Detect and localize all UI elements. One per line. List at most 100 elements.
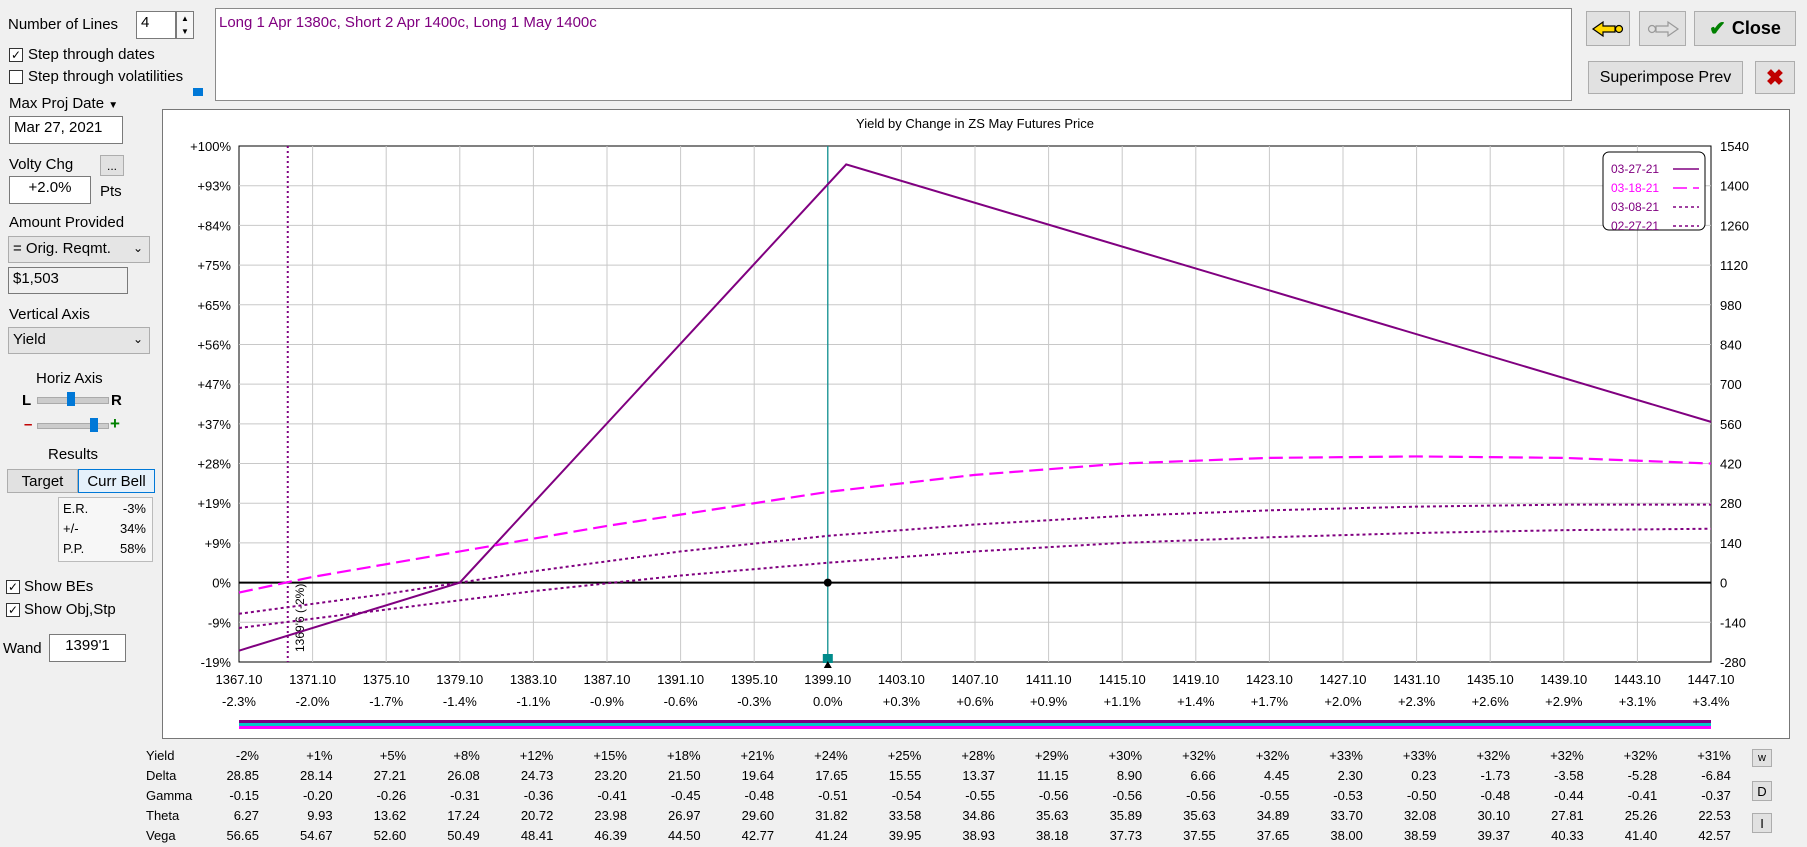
greeks-cell: 38.00 — [1330, 827, 1363, 843]
series-line-2 — [238, 503, 1711, 615]
num-lines-input[interactable]: 4 — [136, 11, 176, 39]
max-proj-date-label[interactable]: Max Proj Date ▼ — [9, 95, 118, 112]
show-obj-checkbox[interactable]: ✓ — [6, 603, 20, 617]
greeks-cell: 37.73 — [1109, 827, 1143, 843]
step-vols-checkbox[interactable] — [9, 70, 23, 84]
greeks-cell: 27.81 — [1551, 807, 1584, 823]
side-button-i[interactable]: I — [1752, 813, 1772, 833]
greeks-cell: +1% — [306, 747, 333, 763]
result-value-er: -3% — [122, 501, 146, 516]
y-left-tick-label: +19% — [197, 496, 231, 511]
x-price-tick-label: 1383.10 — [510, 672, 557, 687]
greeks-cell: 15.55 — [888, 767, 922, 783]
greeks-cell: 28.85 — [226, 767, 259, 783]
position-text-box[interactable]: Long 1 Apr 1380c, Short 2 Apr 1400c, Lon… — [215, 8, 1572, 101]
results-panel: E.R. -3% +/- 34% P.P. 58% — [58, 497, 153, 562]
zoom-minus-icon[interactable]: – — [24, 416, 33, 433]
greeks-cell: -0.44 — [1554, 787, 1584, 803]
greeks-cell: 6.66 — [1190, 767, 1216, 783]
greeks-cell: 29.60 — [741, 807, 775, 823]
result-label-range: +/- — [63, 521, 79, 536]
side-button-d[interactable]: D — [1752, 781, 1772, 801]
yield-chart[interactable]: Yield by Change in ZS May Futures Price 1… — [163, 110, 1789, 738]
x-pct-tick-label: +0.9% — [1030, 694, 1068, 709]
back-button[interactable] — [1586, 11, 1630, 46]
x-pct-tick-label: -1.7% — [369, 694, 403, 709]
x-pct-tick-label: -1.1% — [516, 694, 550, 709]
x-price-tick-label: 1431.10 — [1393, 672, 1440, 687]
zoom-track[interactable] — [37, 423, 109, 429]
amount-provided-select[interactable]: = Orig. Reqmt. ⌄ — [8, 236, 150, 263]
horiz-axis-slider-thumb[interactable] — [67, 392, 75, 406]
x-price-tick-label: 1391.10 — [657, 672, 704, 687]
x-price-tick-label: 1415.10 — [1099, 672, 1146, 687]
x-price-tick-label: 1411.10 — [1026, 672, 1072, 687]
greeks-cell: +29% — [1034, 747, 1069, 763]
greeks-cell: 25.26 — [1624, 807, 1658, 823]
x-pct-tick-label: +3.4% — [1692, 694, 1730, 709]
greeks-cell: +25% — [887, 747, 922, 763]
greeks-cell: -0.45 — [670, 787, 701, 803]
x-price-tick-label: 1403.10 — [878, 672, 925, 687]
position-description: Long 1 Apr 1380c, Short 2 Apr 1400c, Lon… — [219, 14, 597, 31]
x-price-tick-label: 1439.10 — [1540, 672, 1587, 687]
greeks-cell: 26.97 — [668, 807, 701, 823]
greeks-cell: 35.89 — [1109, 807, 1143, 823]
greeks-cell: +21% — [740, 747, 775, 763]
greeks-cell: 20.72 — [520, 807, 554, 823]
back-arrow-icon — [1591, 20, 1624, 37]
greeks-cell: +24% — [814, 747, 848, 763]
greeks-cell: -0.15 — [229, 787, 259, 803]
greeks-cell: +30% — [1108, 747, 1143, 763]
x-pct-tick-label: -2.0% — [296, 694, 330, 709]
greeks-cell: 30.10 — [1477, 807, 1511, 823]
chart-title: Yield by Change in ZS May Futures Price — [856, 116, 1094, 131]
greeks-cell: 41.24 — [815, 827, 848, 843]
side-button-w[interactable]: w — [1752, 749, 1772, 767]
greeks-cell: -0.41 — [1627, 787, 1658, 803]
y-right-tick-label: 0 — [1720, 576, 1727, 591]
greeks-cell: -0.56 — [1186, 787, 1216, 803]
x-pct-tick-label: +2.0% — [1324, 694, 1362, 709]
superimpose-prev-button[interactable]: Superimpose Prev — [1588, 61, 1743, 94]
target-button[interactable]: Target — [7, 469, 78, 493]
greeks-cell: 8.90 — [1116, 767, 1143, 783]
greeks-cell: 52.60 — [373, 827, 407, 843]
volty-chg-more-button[interactable]: ... — [100, 155, 124, 176]
amount-provided-selected: = Orig. Reqmt. — [13, 240, 111, 257]
amount-value-field: $1,503 — [8, 267, 128, 294]
wand-input[interactable]: 1399'1 — [49, 634, 126, 662]
x-pct-tick-label: +2.6% — [1472, 694, 1510, 709]
greeks-row: Gamma -0.15 -0.20 -0.26 -0.31 -0.36 -0.41 -0.45… — [146, 785, 1731, 805]
result-value-pp: 58% — [119, 541, 146, 556]
show-bes-checkbox[interactable]: ✓ — [6, 580, 20, 594]
greeks-cell: +32% — [1623, 747, 1658, 763]
greeks-cell: -0.36 — [523, 787, 554, 803]
vertical-axis-select[interactable]: Yield ⌄ — [8, 327, 150, 354]
y-left-tick-label: +84% — [197, 218, 231, 233]
x-price-tick-label: 1367.10 — [216, 672, 263, 687]
caret-down-icon[interactable]: ▼ — [108, 100, 119, 111]
zoom-slider-thumb[interactable] — [90, 418, 98, 432]
x-pct-tick-label: -2.3% — [222, 694, 256, 709]
y-left-tick-label: +9% — [205, 536, 232, 551]
spin-down-icon[interactable]: ▼ — [181, 27, 189, 36]
zoom-plus-icon[interactable]: + — [110, 414, 120, 433]
chart-panel[interactable]: Yield by Change in ZS May Futures Price 1… — [162, 109, 1790, 739]
greeks-row: Theta 6.27 9.93 13.62 17.24 20.72 23.98 26.97 29… — [146, 805, 1731, 825]
greeks-cell: 13.37 — [962, 767, 995, 783]
spin-up-icon[interactable]: ▲ — [181, 14, 189, 23]
max-proj-date-input[interactable]: Mar 27, 2021 — [9, 116, 123, 144]
volty-chg-input[interactable]: +2.0% — [9, 176, 91, 204]
x-pct-tick-label: +0.3% — [883, 694, 921, 709]
num-lines-spinner[interactable]: ▲ ▼ — [176, 11, 194, 39]
position-splitter-handle[interactable] — [193, 88, 203, 96]
greeks-cell: 28.14 — [300, 767, 333, 783]
greeks-cell: 50.49 — [447, 827, 480, 843]
forward-button[interactable] — [1639, 11, 1686, 46]
curr-bell-button[interactable]: Curr Bell — [78, 469, 155, 493]
close-button[interactable]: ✔ Close — [1694, 11, 1796, 46]
delete-button[interactable]: ✖ — [1755, 61, 1795, 94]
step-dates-checkbox[interactable]: ✓ — [9, 48, 23, 62]
bottom-bar-magenta — [239, 726, 1711, 729]
